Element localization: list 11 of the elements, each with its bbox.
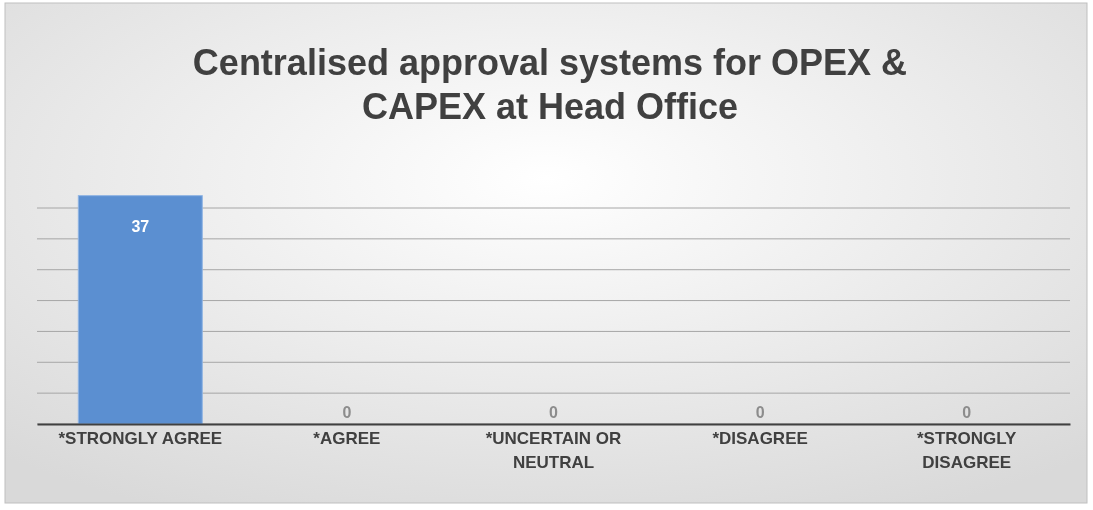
x-tick-label: *STRONGLY DISAGREE [916,429,1018,472]
data-label: 0 [962,404,972,421]
x-tick-label: *UNCERTAIN OR NEUTRAL [485,429,622,472]
data-label: 0 [549,404,559,421]
data-label: 0 [342,404,352,421]
x-tick-label: *DISAGREE [712,429,808,448]
x-tick-label: *STRONGLY AGREE [58,429,223,448]
x-tick-label: *AGREE [313,429,381,448]
chart-title: Centralised approval systems for OPEX & CAPEX at Head Office [192,42,908,127]
data-label: 0 [755,404,765,421]
data-label: 37 [131,217,150,235]
